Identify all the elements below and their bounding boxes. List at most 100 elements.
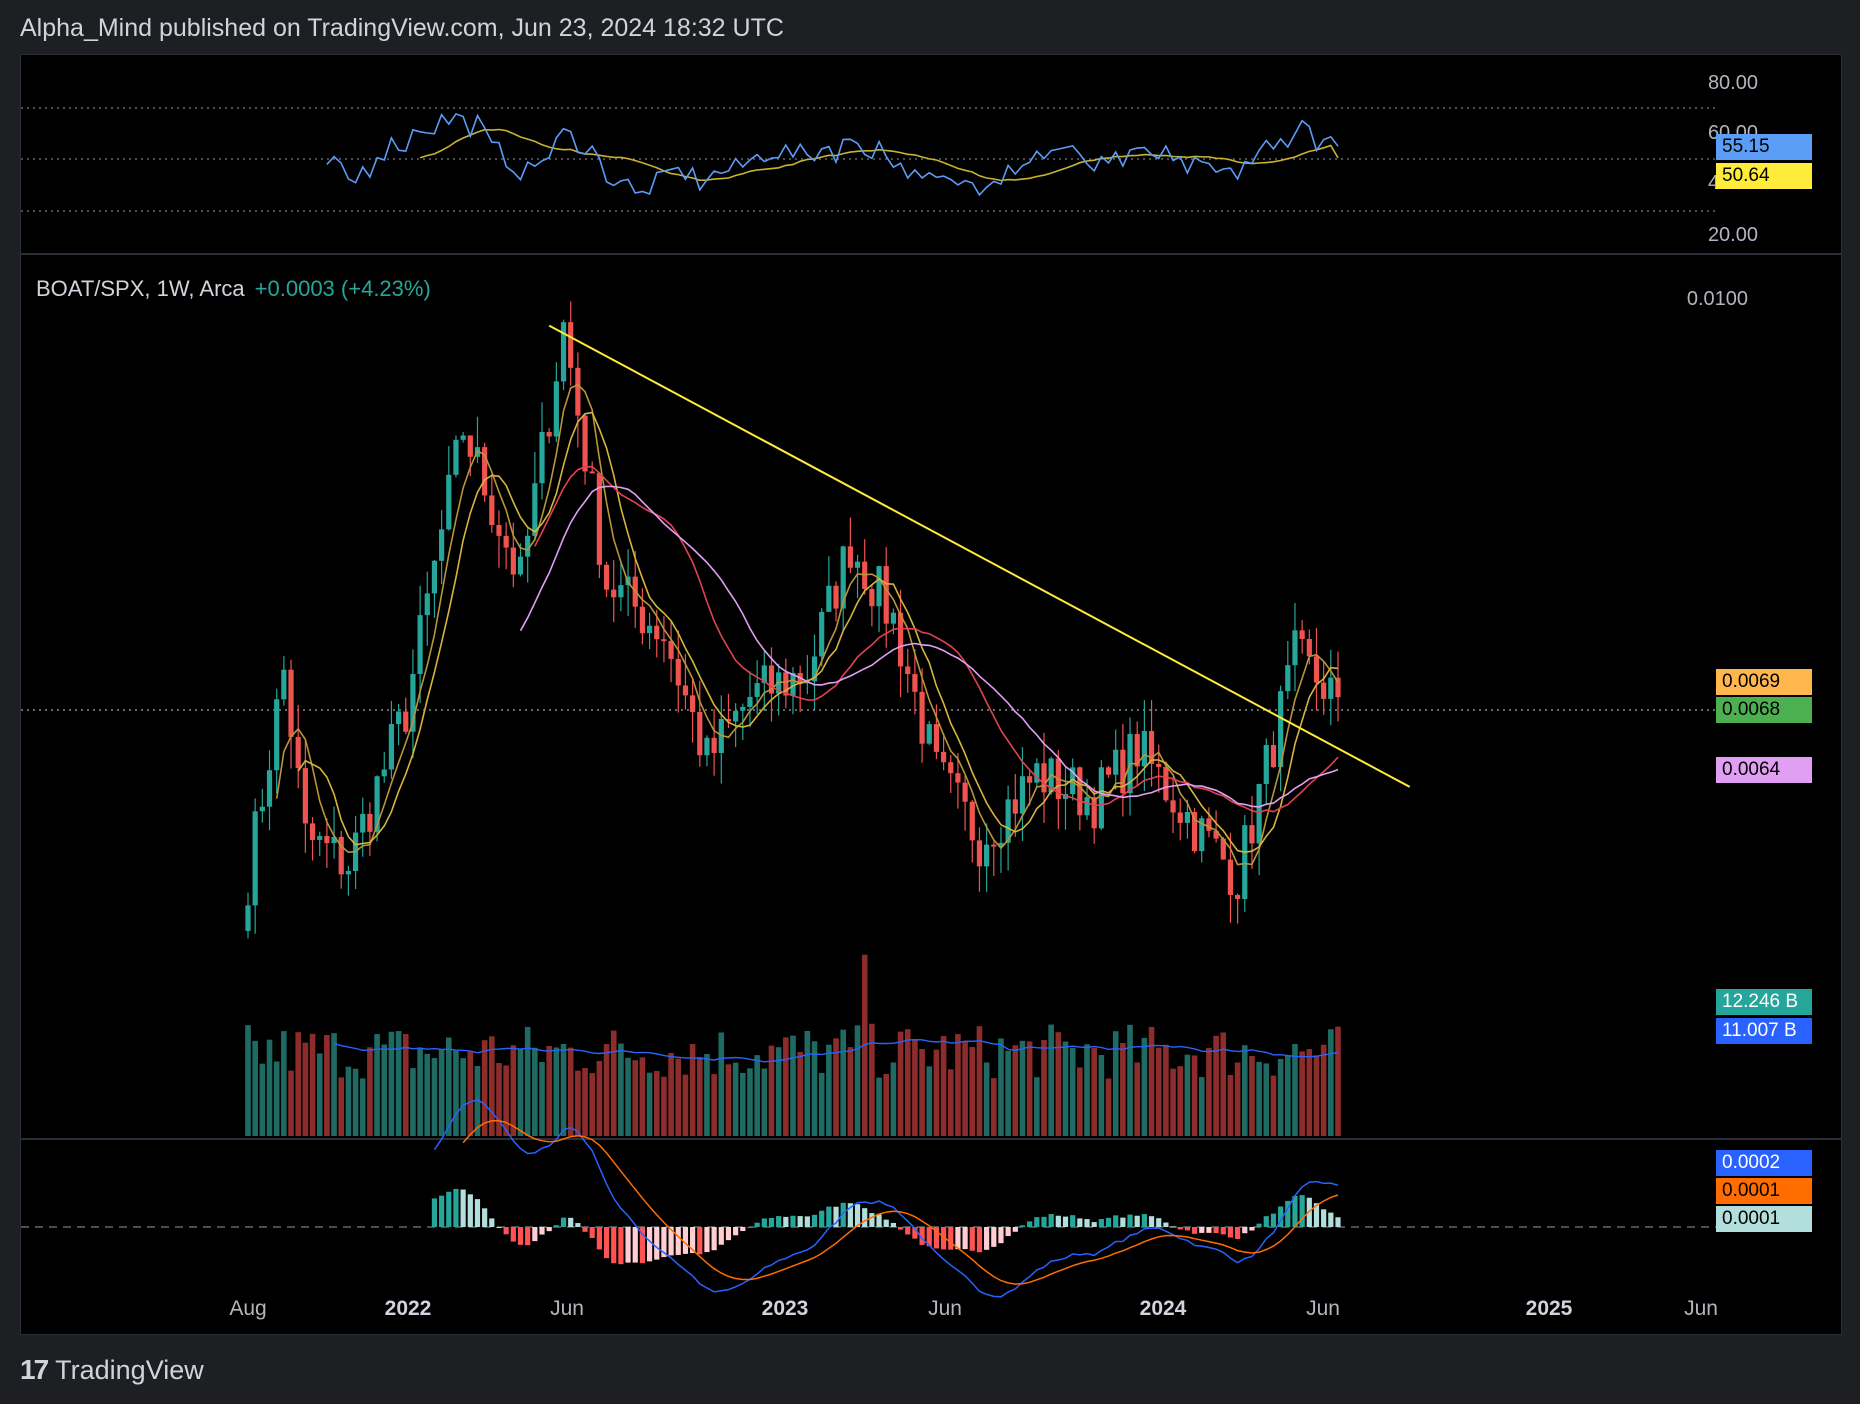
volume-bar — [890, 1062, 897, 1136]
volume-bar — [811, 1041, 818, 1136]
volume-bar — [826, 1044, 832, 1136]
volume-bar — [517, 1048, 524, 1136]
volume-bar — [345, 1066, 352, 1136]
volume-bar — [1213, 1035, 1219, 1136]
macd-histogram-bar — [991, 1227, 997, 1247]
macd-histogram-bar — [1041, 1216, 1047, 1227]
volume-bar — [725, 1064, 732, 1136]
macd-histogram-bar — [718, 1227, 724, 1245]
macd-histogram-bar — [1328, 1212, 1334, 1227]
candle-body — [690, 695, 696, 712]
macd-histogram-bar — [940, 1227, 947, 1250]
trendline — [548, 324, 1411, 788]
macd-histogram-bar — [933, 1227, 940, 1249]
macd-histogram-bar — [546, 1227, 552, 1232]
candle-body — [991, 844, 997, 847]
macd-histogram-bar — [510, 1227, 516, 1242]
volume-bar — [410, 1068, 416, 1136]
footer-brand[interactable]: 17 TradingView — [20, 1354, 204, 1386]
volume-bar — [402, 1033, 409, 1136]
macd-histogram-bar — [790, 1215, 796, 1227]
price-change: +0.0003 (+4.23%) — [254, 276, 431, 301]
candle-body — [245, 905, 251, 932]
candle-body — [1292, 630, 1298, 666]
macd-histogram-bar — [819, 1210, 825, 1227]
macd-histogram-bar — [1034, 1217, 1040, 1227]
candle-body — [1285, 665, 1291, 692]
volume-bar — [445, 1037, 452, 1136]
candle-body — [854, 561, 861, 568]
macd-histogram-bar — [897, 1227, 904, 1230]
candle-body — [446, 474, 452, 530]
candle-body — [747, 696, 753, 707]
macd-histogram-bar — [482, 1208, 488, 1227]
volume-bar — [661, 1076, 667, 1136]
volume-bar — [653, 1071, 660, 1136]
candle-body — [819, 611, 825, 657]
macd-histogram-bar — [431, 1198, 438, 1227]
volume-bar — [1112, 1031, 1119, 1136]
candle-body — [568, 322, 574, 368]
macd-histogram-bar — [1120, 1217, 1126, 1227]
macd-histogram-bar — [1084, 1219, 1090, 1227]
volume-bar — [388, 1031, 395, 1136]
candle-body — [331, 836, 337, 844]
volume-bar — [919, 1048, 925, 1136]
x-label-2024: 2024 — [1139, 1297, 1187, 1320]
candle-body — [1120, 749, 1126, 794]
candle-body — [740, 706, 746, 711]
volume-bar — [804, 1030, 811, 1136]
volume-bar — [367, 1047, 373, 1136]
volume-bar — [1263, 1063, 1270, 1136]
candle-body — [360, 813, 366, 833]
volume-bar — [969, 1047, 976, 1136]
volume-pane — [245, 954, 1341, 1136]
candle-body — [869, 589, 875, 607]
volume-bar — [1313, 1055, 1320, 1136]
candle-body — [388, 724, 395, 770]
candle-body — [661, 639, 667, 642]
symbol-label: BOAT/SPX, 1W, Arca — [36, 276, 245, 301]
rsi-value-badge: 55.15 — [1716, 134, 1812, 160]
volume-bar — [539, 1061, 545, 1136]
volume-bar — [567, 1047, 574, 1136]
candle-body — [1019, 776, 1026, 814]
macd-histogram-bar — [1184, 1227, 1191, 1231]
macd-histogram-bar — [446, 1191, 452, 1227]
price-badge-ma-slow: 0.0064 — [1716, 757, 1812, 783]
candle-body — [345, 871, 351, 875]
volume-bar — [1141, 1037, 1148, 1136]
volume-bar — [689, 1044, 696, 1136]
volume-bar — [352, 1068, 359, 1136]
candle-body — [682, 685, 689, 696]
volume-bar — [869, 1023, 875, 1136]
candle-body — [309, 823, 316, 840]
volume-bar — [1299, 1051, 1305, 1136]
candle-body — [460, 435, 466, 440]
macd-histogram-bar — [611, 1227, 617, 1264]
macd-histogram-bar — [833, 1206, 839, 1227]
volume-bar — [668, 1052, 674, 1136]
volume-bar — [696, 1057, 703, 1136]
candle-body — [668, 640, 674, 659]
macd-histogram-bar — [912, 1227, 918, 1239]
volume-bar — [338, 1077, 345, 1136]
macd-histogram-bar — [489, 1218, 495, 1227]
candle-body — [259, 806, 265, 812]
volume-bar — [847, 1047, 854, 1136]
candle-body — [1191, 811, 1198, 852]
volume-bar — [1062, 1041, 1069, 1136]
volume-bar — [252, 1040, 258, 1136]
volume-bar — [1055, 1032, 1062, 1136]
candle-body — [496, 525, 502, 536]
candle-body — [453, 439, 459, 475]
macd-histogram-bar — [1177, 1227, 1183, 1230]
candle-body — [395, 711, 402, 725]
volume-bar — [1256, 1061, 1262, 1136]
candle-body — [374, 776, 380, 832]
candle-body — [288, 669, 294, 737]
volume-bar — [1306, 1049, 1313, 1136]
volume-bar — [603, 1044, 610, 1136]
macd-histogram-bar — [503, 1227, 509, 1235]
